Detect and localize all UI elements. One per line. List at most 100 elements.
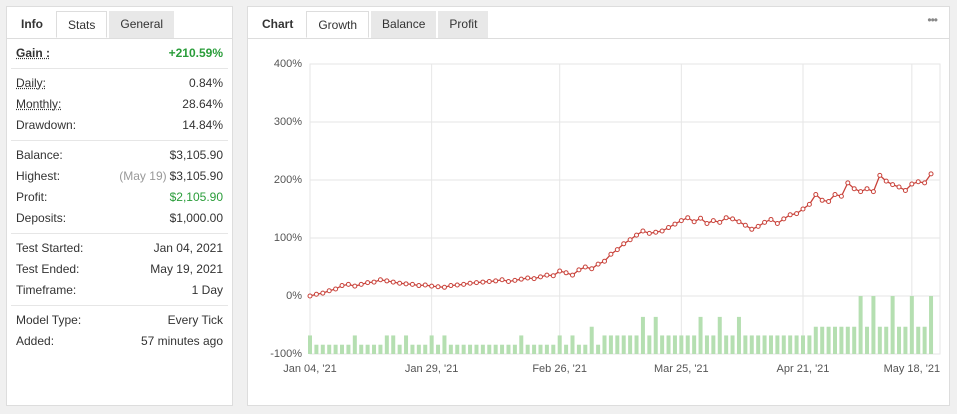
bar (436, 344, 441, 354)
tab[interactable]: Chart (262, 17, 294, 31)
point (377, 277, 383, 283)
point (563, 270, 569, 276)
stat-label: Daily: (16, 76, 47, 90)
bar (685, 335, 690, 354)
bar (916, 326, 921, 354)
stat-value: May 19, 2021 (150, 262, 223, 276)
menu-button[interactable]: ••• (927, 13, 938, 27)
bar (640, 316, 645, 354)
point (800, 206, 806, 212)
point (774, 221, 780, 226)
point (486, 279, 492, 284)
point (409, 281, 415, 287)
point (397, 280, 403, 286)
stats-group: Model Type: Every Tick Added: 57 minutes ag… (11, 306, 228, 356)
bar (372, 344, 377, 354)
tab[interactable]: Profit (438, 11, 489, 38)
stat-value-wrap: 28.64% (182, 94, 223, 115)
point (883, 178, 889, 184)
x-tick-label: Apr 21, '21 (777, 363, 830, 375)
stat-label: Model Type: (16, 313, 82, 327)
line (309, 173, 932, 297)
point (877, 172, 883, 178)
bar (615, 335, 620, 354)
bar (314, 344, 319, 354)
stat-label: Gain : (16, 46, 51, 60)
bar (346, 344, 351, 354)
bar (455, 344, 460, 354)
point (646, 230, 652, 236)
point (608, 251, 614, 257)
bar (551, 344, 556, 354)
bar (884, 326, 889, 354)
point (870, 189, 876, 195)
point (467, 280, 473, 286)
bar (653, 316, 658, 354)
stats-row: Monthly: 28.64% (11, 94, 228, 115)
bar (839, 326, 844, 354)
point (480, 279, 486, 285)
tab-bar: Info Stats General (7, 7, 232, 39)
point (422, 282, 428, 288)
stat-value: $2,105.90 (169, 190, 223, 204)
bar (404, 335, 409, 354)
point (922, 180, 928, 186)
stat-value: 14.84% (182, 118, 223, 132)
stat-label: Highest: (16, 169, 61, 183)
point (390, 279, 396, 285)
bar (596, 344, 601, 354)
point (454, 282, 460, 288)
point (461, 281, 467, 287)
bar (903, 326, 908, 354)
stat-value: 1 Day (191, 283, 223, 297)
bar (352, 335, 357, 354)
stat-value: 28.64% (182, 97, 223, 111)
bar (781, 335, 786, 354)
plot-area (309, 63, 941, 355)
stats-list: Gain : +210.59% Daily: 0.84% Monthly: 28.64% D… (7, 39, 232, 356)
point (710, 218, 716, 224)
bar (493, 344, 498, 354)
tab[interactable]: Growth (306, 11, 370, 38)
point (339, 283, 345, 289)
tab[interactable]: Info (21, 17, 43, 31)
point (826, 198, 832, 204)
point (851, 186, 857, 192)
point (787, 212, 793, 218)
bar (820, 326, 825, 354)
bar (871, 296, 876, 354)
point (505, 279, 511, 284)
bar (865, 326, 870, 354)
bar (468, 344, 473, 354)
stat-value-wrap: $3,105.90 (170, 145, 223, 166)
point (518, 276, 524, 282)
stat-value: +210.59% (168, 46, 223, 60)
point (698, 215, 704, 221)
point (685, 215, 691, 221)
tab[interactable]: Balance (371, 11, 437, 38)
bar (800, 335, 805, 354)
bar (448, 344, 453, 354)
bar (724, 335, 729, 354)
bar (308, 335, 312, 354)
bar (833, 326, 837, 354)
stat-label: Balance: (16, 148, 63, 162)
tab[interactable]: Stats (56, 11, 108, 38)
point (403, 281, 409, 287)
stat-value: Every Tick (167, 313, 223, 327)
y-tick-label: 300% (274, 116, 302, 128)
bar (679, 335, 684, 354)
point (448, 283, 454, 289)
bar (327, 344, 332, 354)
stats-row: Drawdown: 14.84% (11, 115, 228, 136)
bar (589, 326, 594, 354)
point (909, 181, 915, 187)
bar (532, 344, 537, 354)
point (915, 179, 921, 185)
bar (359, 344, 364, 354)
stats-panel: Info Stats General Gain : +210.59% Daily: 0.8… (6, 6, 233, 406)
tab[interactable]: General (109, 11, 175, 38)
stats-row: Timeframe: 1 Day (11, 280, 228, 301)
bar (512, 344, 517, 354)
